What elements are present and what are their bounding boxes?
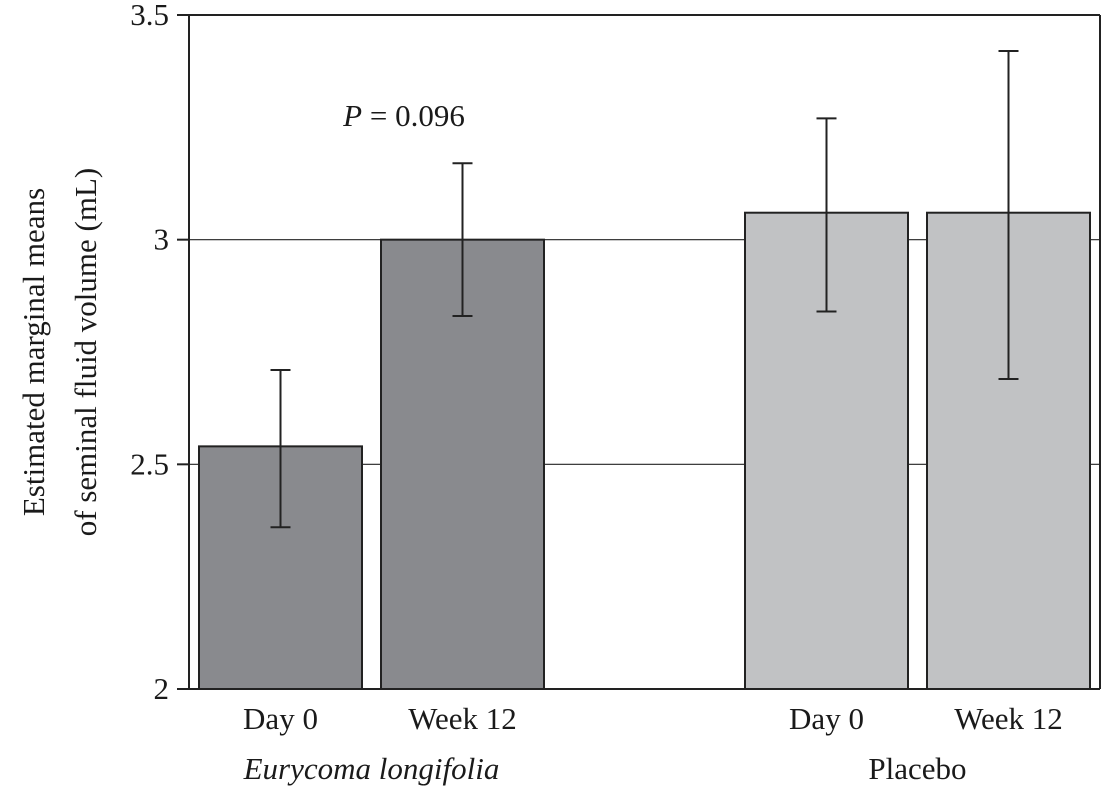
p-value: = 0.096: [362, 98, 465, 133]
y-tick-label: 3.5: [130, 0, 169, 32]
category-label: Week 12: [408, 701, 517, 736]
y-tick-label: 2.5: [130, 446, 169, 481]
category-label: Day 0: [789, 701, 864, 736]
group-label: Eurycoma longifolia: [243, 751, 500, 786]
category-label: Week 12: [954, 701, 1063, 736]
y-axis-label-line2: of seminal fluid volume (mL): [68, 168, 103, 536]
group-label: Placebo: [868, 751, 966, 786]
y-tick-label: 2: [154, 671, 170, 706]
category-label: Day 0: [243, 701, 318, 736]
y-axis-label-line1: Estimated marginal means: [16, 188, 51, 516]
p-symbol: P: [342, 98, 362, 133]
y-tick-label: 3: [154, 222, 170, 257]
p-value-annotation: P = 0.096: [342, 98, 465, 133]
